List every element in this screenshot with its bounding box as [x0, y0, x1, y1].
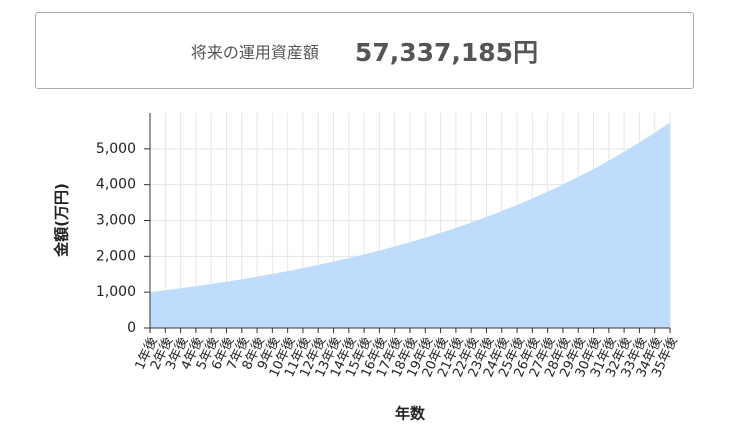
area — [150, 122, 670, 328]
summary-value: 57,337,185円 — [354, 37, 539, 67]
summary-label: 将来の運用資産額 — [190, 42, 319, 62]
y-tick-label: 5,000 — [96, 141, 136, 157]
y-tick-label: 1,000 — [96, 284, 136, 300]
y-tick-label: 3,000 — [96, 213, 136, 229]
y-tick-label: 0 — [127, 320, 136, 336]
x-axis-label: 年数 — [395, 405, 426, 423]
y-tick-label: 2,000 — [96, 248, 136, 264]
y-axis-label: 金額(万円) — [53, 183, 71, 258]
y-tick-label: 4,000 — [96, 177, 136, 193]
summary-box: 将来の運用資産額 57,337,185円 — [35, 12, 694, 89]
